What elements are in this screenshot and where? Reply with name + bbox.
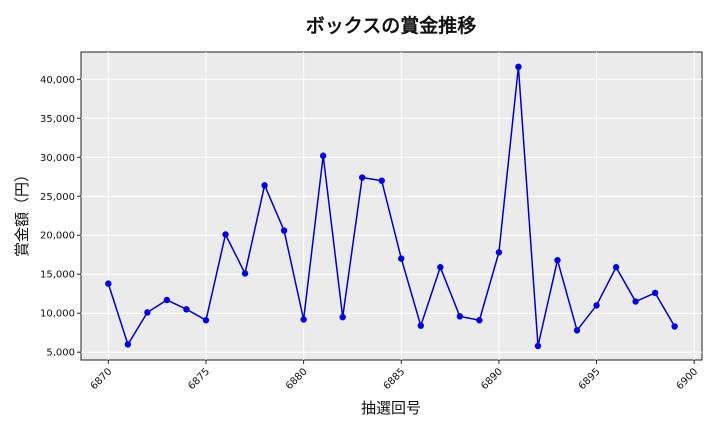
- data-point: [476, 317, 483, 324]
- data-point: [300, 316, 307, 323]
- data-point: [573, 327, 581, 334]
- data-point: [144, 309, 151, 316]
- data-point: [554, 256, 561, 264]
- x-tick-label: 6870: [89, 366, 115, 392]
- data-point: [124, 341, 132, 348]
- data-point: [437, 264, 444, 271]
- y-tick-label: 35,000: [40, 114, 75, 125]
- data-point: [495, 249, 503, 256]
- data-point: [671, 323, 678, 330]
- x-tick-label: 6900: [675, 366, 701, 392]
- y-tick-label: 20,000: [40, 231, 75, 242]
- y-axis-label: 賞金額（円）: [13, 167, 31, 257]
- x-tick-label: 6885: [382, 366, 408, 392]
- y-tick-label: 40,000: [40, 75, 75, 86]
- y-tick-label: 10,000: [40, 309, 75, 320]
- x-axis-label: 抽選回号: [361, 399, 421, 417]
- y-tick-label: 25,000: [40, 192, 75, 203]
- grid-lines: [81, 52, 702, 360]
- data-point: [202, 317, 210, 324]
- x-tick-label: 6890: [479, 366, 505, 392]
- x-axis: 6870 6875 6880 6885 6890 6895 6900: [89, 360, 701, 392]
- data-point: [319, 152, 327, 159]
- chart-title: ボックスの賞金推移: [306, 14, 476, 37]
- data-point: [105, 280, 112, 287]
- y-axis: 5,000 10,000 15,000 20,000 25,000 30,000 35,00…: [40, 75, 81, 359]
- y-tick-label: 30,000: [40, 153, 75, 164]
- x-tick-label: 6875: [186, 366, 212, 392]
- data-point: [280, 227, 288, 234]
- data-point: [183, 306, 190, 313]
- data-point: [417, 322, 424, 329]
- data-point: [593, 302, 600, 309]
- series-line: [107, 66, 676, 347]
- x-tick-label: 6880: [284, 366, 310, 392]
- data-point: [163, 296, 171, 304]
- plot-area: [80, 51, 703, 361]
- x-tick-label: 6895: [577, 366, 603, 392]
- data-point: [515, 63, 522, 71]
- data-point: [241, 270, 249, 277]
- data-point: [456, 313, 464, 320]
- data-point: [534, 342, 542, 350]
- data-point: [359, 174, 366, 181]
- data-point: [651, 289, 659, 297]
- y-tick-label: 15,000: [40, 270, 75, 281]
- data-point: [632, 298, 639, 305]
- data-point: [261, 182, 268, 189]
- data-point: [378, 177, 385, 184]
- data-point: [612, 264, 620, 271]
- data-point: [339, 313, 346, 321]
- data-markers: [105, 63, 678, 350]
- data-point: [222, 231, 229, 238]
- y-tick-label: 5,000: [46, 348, 75, 359]
- data-point: [398, 255, 405, 262]
